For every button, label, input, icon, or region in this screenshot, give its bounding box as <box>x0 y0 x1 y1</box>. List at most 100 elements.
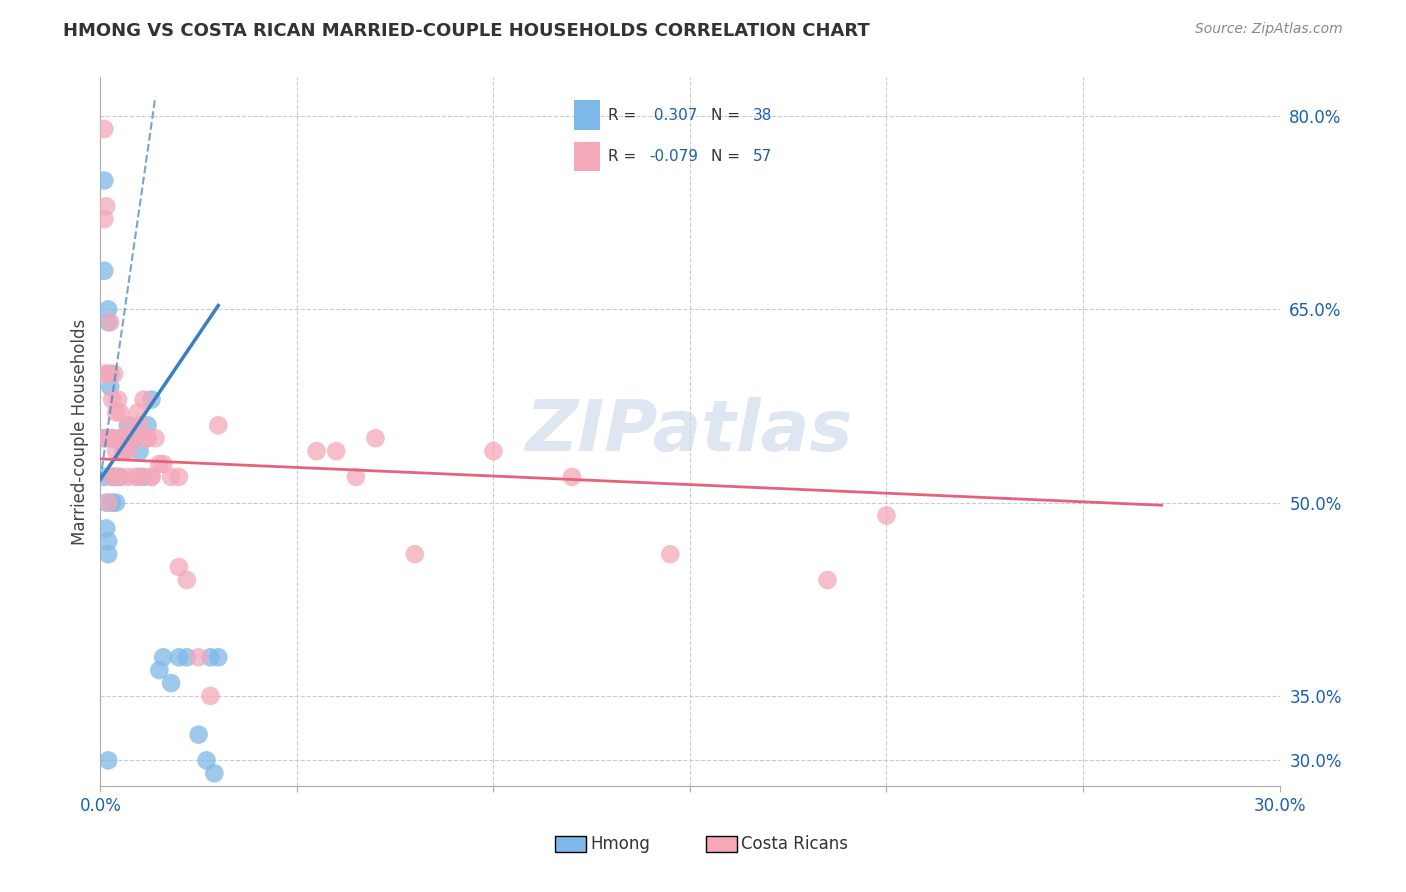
Point <box>202 766 225 780</box>
Point <box>101 470 124 484</box>
Point <box>98 367 121 381</box>
Point <box>136 431 159 445</box>
Text: Hmong: Hmong <box>591 835 651 853</box>
Text: Source: ZipAtlas.com: Source: ZipAtlas.com <box>1195 22 1343 37</box>
Point <box>482 444 505 458</box>
Point <box>101 470 124 484</box>
Point <box>148 663 170 677</box>
Point <box>112 444 135 458</box>
Point <box>101 496 124 510</box>
Point <box>105 470 128 484</box>
Point <box>128 418 150 433</box>
Point <box>93 212 115 227</box>
Point <box>187 728 209 742</box>
Point <box>108 470 131 484</box>
Point <box>152 650 174 665</box>
Point <box>207 650 229 665</box>
Point <box>167 560 190 574</box>
Point <box>364 431 387 445</box>
Point <box>101 392 124 407</box>
Point <box>108 405 131 419</box>
Point <box>93 173 115 187</box>
Point <box>305 444 328 458</box>
Point <box>817 573 839 587</box>
Point <box>200 650 222 665</box>
Point <box>117 418 139 433</box>
Point <box>152 457 174 471</box>
Point <box>97 315 120 329</box>
Point <box>167 470 190 484</box>
Text: HMONG VS COSTA RICAN MARRIED-COUPLE HOUSEHOLDS CORRELATION CHART: HMONG VS COSTA RICAN MARRIED-COUPLE HOUS… <box>63 22 870 40</box>
Point <box>136 418 159 433</box>
Point <box>141 470 163 484</box>
Point <box>659 547 682 561</box>
Point <box>145 431 167 445</box>
Point <box>148 457 170 471</box>
Point <box>121 431 143 445</box>
Point <box>176 650 198 665</box>
Point <box>97 753 120 767</box>
Point <box>118 418 141 433</box>
Point <box>344 470 367 484</box>
Point <box>112 431 135 445</box>
Point <box>96 521 118 535</box>
Point <box>117 470 139 484</box>
Point <box>128 470 150 484</box>
Point <box>93 122 115 136</box>
Point <box>141 470 163 484</box>
Point <box>97 302 120 317</box>
Point <box>105 496 128 510</box>
Point <box>101 431 124 445</box>
Point <box>127 405 149 419</box>
Point <box>93 264 115 278</box>
Point <box>97 534 120 549</box>
Point <box>404 547 426 561</box>
Point <box>121 431 143 445</box>
Point <box>93 367 115 381</box>
Point <box>93 470 115 484</box>
Point <box>136 431 159 445</box>
Text: Costa Ricans: Costa Ricans <box>741 835 848 853</box>
Point <box>97 367 120 381</box>
Point <box>176 573 198 587</box>
Point <box>107 392 129 407</box>
Point <box>128 431 150 445</box>
Point <box>141 392 163 407</box>
Point <box>117 444 139 458</box>
Point <box>98 315 121 329</box>
Point <box>108 431 131 445</box>
Point <box>195 753 218 767</box>
Point <box>96 496 118 510</box>
Point <box>97 547 120 561</box>
Point <box>876 508 898 523</box>
Point <box>160 470 183 484</box>
Point <box>93 431 115 445</box>
Point <box>96 199 118 213</box>
Point <box>207 418 229 433</box>
Point <box>125 431 148 445</box>
Y-axis label: Married-couple Households: Married-couple Households <box>72 318 89 545</box>
Point <box>108 431 131 445</box>
Point <box>128 444 150 458</box>
Point <box>112 444 135 458</box>
Point <box>132 392 155 407</box>
Point <box>125 470 148 484</box>
Point <box>97 496 120 510</box>
Point <box>94 431 117 445</box>
Text: ZIPatlas: ZIPatlas <box>526 397 853 467</box>
Point <box>167 650 190 665</box>
Point <box>103 367 125 381</box>
Point <box>97 431 120 445</box>
Point <box>101 431 124 445</box>
Point <box>108 470 131 484</box>
Point <box>105 470 128 484</box>
Point <box>187 650 209 665</box>
Point <box>98 380 121 394</box>
Point <box>200 689 222 703</box>
Point <box>561 470 583 484</box>
Point <box>105 444 128 458</box>
Point <box>160 676 183 690</box>
Point <box>325 444 347 458</box>
Point <box>132 470 155 484</box>
Point <box>105 405 128 419</box>
